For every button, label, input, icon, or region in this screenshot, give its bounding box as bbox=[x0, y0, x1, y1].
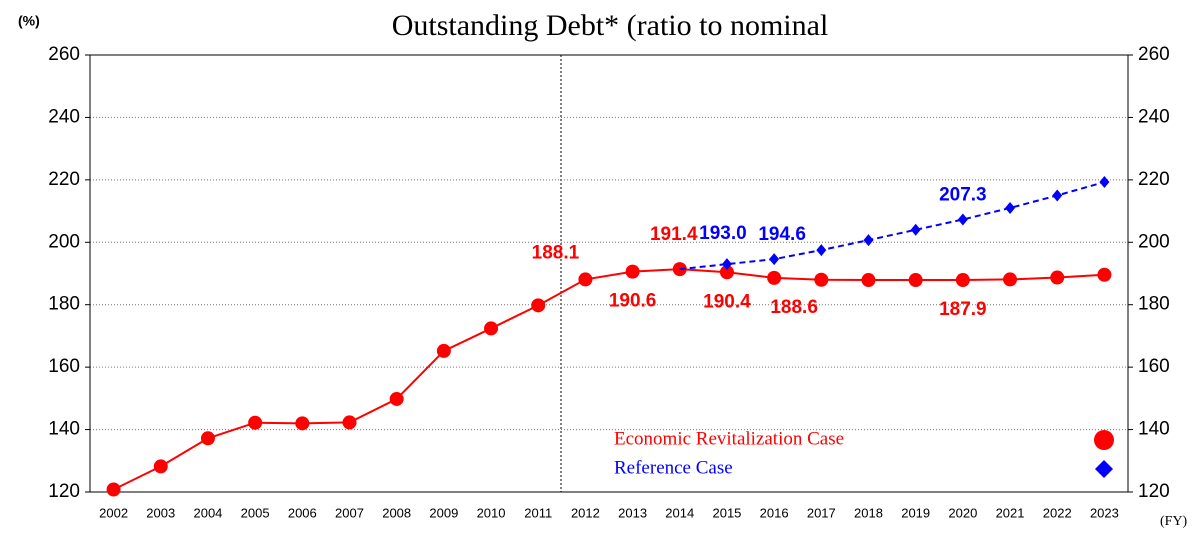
data-label: 193.0 bbox=[699, 223, 747, 244]
data-label: 190.4 bbox=[703, 291, 751, 312]
x-tick-label: 2006 bbox=[288, 505, 317, 520]
x-tick-label: 2019 bbox=[901, 505, 930, 520]
y2-tick-label: 160 bbox=[1138, 356, 1170, 377]
y2-tick-label: 180 bbox=[1138, 294, 1170, 315]
x-tick-label: 2003 bbox=[146, 505, 175, 520]
x-tick-label: 2007 bbox=[335, 505, 364, 520]
series-line bbox=[113, 268, 1105, 491]
y-tick-label: 140 bbox=[48, 419, 80, 440]
point bbox=[957, 213, 968, 226]
point bbox=[910, 223, 921, 236]
y2-tick-label: 220 bbox=[1138, 169, 1170, 190]
x-unit: (FY) bbox=[1160, 514, 1188, 529]
point bbox=[719, 265, 734, 280]
x-tick-label: 2005 bbox=[241, 505, 270, 520]
point bbox=[814, 272, 829, 287]
point bbox=[153, 459, 168, 474]
x-tick-label: 2002 bbox=[99, 505, 128, 520]
point bbox=[861, 273, 876, 288]
point bbox=[863, 234, 874, 247]
point bbox=[625, 264, 640, 279]
data-label: 188.1 bbox=[532, 242, 580, 263]
point bbox=[295, 416, 310, 431]
point bbox=[389, 391, 404, 406]
point bbox=[1005, 201, 1016, 214]
x-tick-label: 2008 bbox=[382, 505, 411, 520]
x-tick-label: 2023 bbox=[1090, 505, 1119, 520]
point bbox=[1003, 272, 1018, 287]
point bbox=[248, 415, 263, 430]
plot-frame bbox=[89, 54, 1129, 493]
y-tick-label: 120 bbox=[48, 481, 80, 502]
x-tick-label: 2022 bbox=[1043, 505, 1072, 520]
x-tick-label: 2015 bbox=[712, 505, 741, 520]
point bbox=[531, 298, 546, 313]
legend-marker bbox=[1095, 460, 1113, 478]
x-tick-label: 2016 bbox=[760, 505, 789, 520]
y-tick-label: 240 bbox=[48, 106, 80, 127]
x-tick-label: 2004 bbox=[193, 505, 222, 520]
point bbox=[1050, 270, 1065, 285]
data-label: 191.4 bbox=[650, 224, 698, 245]
y2-tick-label: 140 bbox=[1138, 419, 1170, 440]
data-label: 187.9 bbox=[939, 299, 987, 320]
x-tick-label: 2017 bbox=[807, 505, 836, 520]
y-tick-label: 200 bbox=[48, 231, 80, 252]
y-tick-label: 160 bbox=[48, 356, 80, 377]
data-label: 194.6 bbox=[758, 224, 806, 245]
y-tick-label: 220 bbox=[48, 169, 80, 190]
point bbox=[767, 270, 782, 285]
data-label: 207.3 bbox=[939, 185, 987, 206]
point bbox=[769, 253, 780, 266]
x-tick-label: 2010 bbox=[477, 505, 506, 520]
point bbox=[1097, 267, 1112, 282]
x-tick-label: 2014 bbox=[665, 505, 694, 520]
point bbox=[578, 272, 593, 287]
point bbox=[342, 415, 357, 430]
point bbox=[106, 482, 121, 497]
y2-tick-label: 260 bbox=[1138, 44, 1170, 65]
x-tick-label: 2018 bbox=[854, 505, 883, 520]
x-tick-label: 2012 bbox=[571, 505, 600, 520]
x-tick-label: 2020 bbox=[948, 505, 977, 520]
x-tick-label: 2021 bbox=[996, 505, 1025, 520]
y-tick-label: 180 bbox=[48, 294, 80, 315]
x-tick-label: 2009 bbox=[429, 505, 458, 520]
y-unit: (%) bbox=[18, 13, 40, 29]
point bbox=[1099, 176, 1110, 189]
point bbox=[200, 431, 215, 446]
legend-label: Economic Revitalization Case bbox=[614, 428, 844, 449]
y2-tick-label: 240 bbox=[1138, 106, 1170, 127]
x-tick-label: 2011 bbox=[524, 505, 552, 520]
point bbox=[1052, 189, 1063, 202]
legend-label: Reference Case bbox=[614, 457, 733, 478]
y-tick-label: 260 bbox=[48, 44, 80, 65]
point bbox=[908, 273, 923, 288]
point bbox=[484, 321, 499, 336]
y2-tick-label: 120 bbox=[1138, 481, 1170, 502]
x-tick-label: 2013 bbox=[618, 505, 647, 520]
point bbox=[816, 244, 827, 257]
y2-tick-label: 200 bbox=[1138, 231, 1170, 252]
legend-marker bbox=[1094, 430, 1114, 450]
point bbox=[721, 258, 732, 271]
point bbox=[955, 273, 970, 288]
point bbox=[436, 343, 451, 358]
data-label: 190.6 bbox=[609, 291, 657, 312]
series-line bbox=[679, 181, 1105, 271]
chart-title: Outstanding Debt* (ratio to nominal bbox=[392, 9, 829, 42]
data-label: 188.6 bbox=[770, 297, 818, 318]
